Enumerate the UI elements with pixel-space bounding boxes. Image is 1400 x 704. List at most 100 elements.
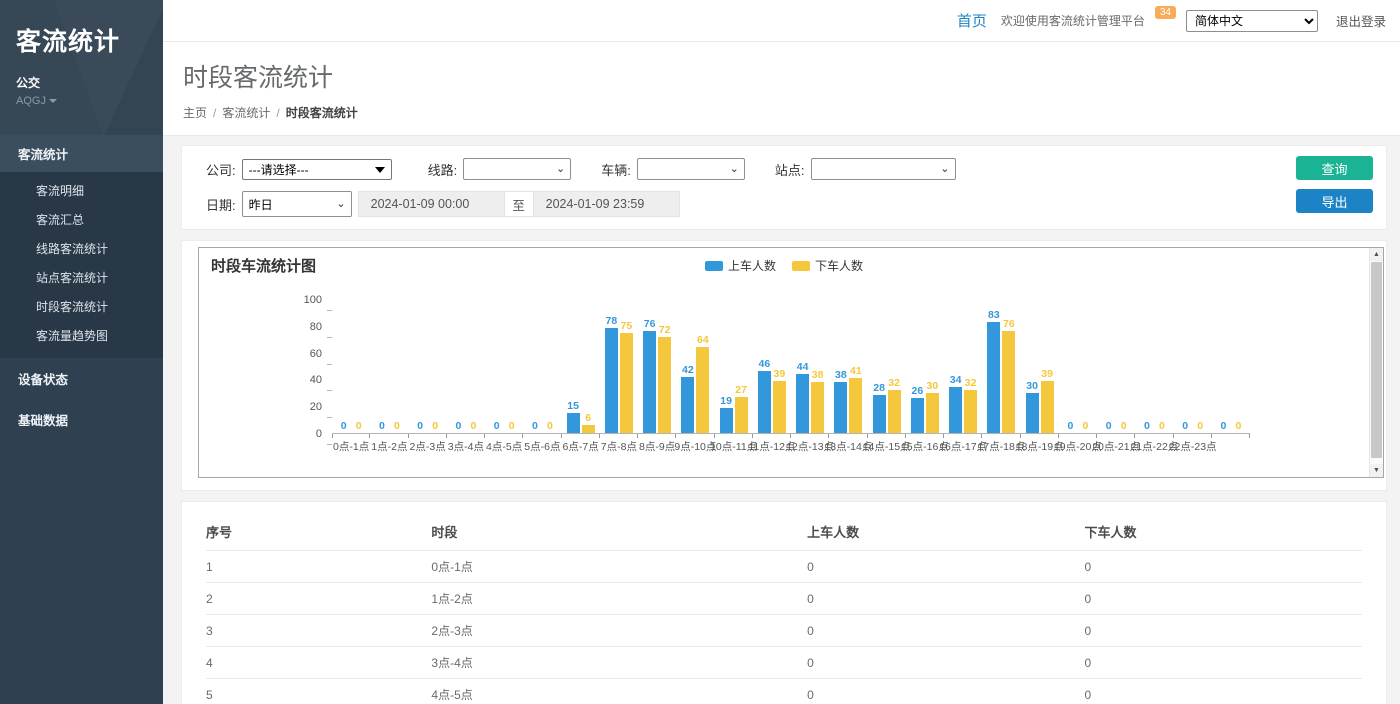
chart-category-18点-19点: 30 39: [1021, 300, 1059, 433]
bar-value-label: 39: [773, 367, 786, 380]
sidebar-item-客流明细[interactable]: 客流明细: [36, 184, 85, 198]
breadcrumb-item-客流统计[interactable]: 客流统计: [222, 106, 271, 120]
bar-下车人数: [581, 424, 595, 433]
sidebar-header: 客流统计 公交 AQGJ: [0, 0, 163, 121]
bar-value-label: 0: [493, 420, 500, 432]
home-link[interactable]: 首页: [956, 13, 987, 30]
bar-上车人数: [796, 374, 810, 433]
x-tick-mark: [944, 434, 983, 438]
scrollbar-thumb[interactable]: [1371, 262, 1382, 458]
dropdown-arrow-icon: [374, 166, 385, 173]
bar-value-label: 41: [850, 365, 862, 378]
bar-value-label: 0: [1197, 420, 1204, 432]
bar-value-label: 19: [720, 394, 732, 407]
x-tick-label: 17点-18点: [977, 441, 1026, 453]
line-select[interactable]: ⌄: [463, 158, 572, 180]
sidebar-item-客流汇总[interactable]: 客流汇总: [36, 213, 85, 227]
company-select[interactable]: ---请选择---: [241, 158, 392, 180]
legend-item-下车人数[interactable]: 下车人数: [792, 257, 863, 274]
org-code-label: AQGJ: [16, 95, 46, 107]
bar-value-label: 78: [605, 315, 618, 328]
bar-value-label: 76: [643, 318, 656, 331]
x-tick-mark: [868, 434, 906, 438]
date-preset-select[interactable]: 昨日 ⌄: [241, 191, 352, 217]
vehicle-select[interactable]: ⌄: [636, 158, 745, 180]
bar-下车人数: [925, 392, 939, 433]
bar-value-label: 75: [620, 319, 633, 332]
date-end-input[interactable]: 2024-01-09 23:59: [532, 191, 680, 217]
sidebar-item-客流量趋势图[interactable]: 客流量趋势图: [36, 329, 109, 343]
line-label: 线路:: [427, 162, 458, 178]
y-tick-mark: [327, 363, 332, 365]
sidebar-section-基础数据[interactable]: 基础数据: [18, 414, 69, 428]
org-selector[interactable]: AQGJ: [16, 95, 147, 107]
y-tick-label: 40: [309, 374, 322, 387]
bar-value-label: 0: [1120, 420, 1127, 432]
bar-value-label: 0: [378, 420, 385, 432]
sidebar-section-设备状态[interactable]: 设备状态: [18, 373, 69, 387]
sidebar-item-线路客流统计[interactable]: 线路客流统计: [36, 242, 109, 256]
chevron-down-icon: ⌄: [940, 163, 950, 175]
language-select[interactable]: 简体中文: [1185, 9, 1318, 32]
breadcrumb-item-主页[interactable]: 主页: [183, 106, 208, 120]
vehicle-label: 车辆:: [601, 162, 631, 178]
chart-category-9点-10点: 42 64: [676, 300, 714, 433]
sidebar-item-站点客流统计[interactable]: 站点客流统计: [36, 271, 109, 285]
sidebar-item-时段客流统计[interactable]: 时段客流统计: [36, 300, 109, 314]
bar-value-label: 32: [888, 377, 900, 390]
scroll-down-icon[interactable]: ▼: [1370, 464, 1383, 477]
chevron-down-icon: [48, 99, 57, 104]
legend-swatch: [792, 260, 810, 271]
query-button[interactable]: 查询: [1296, 156, 1373, 180]
date-start-input[interactable]: 2024-01-09 00:00: [357, 191, 505, 217]
x-tick-mark: [791, 434, 830, 438]
filter-panel: 公司: ---请选择--- 线路: ⌄ 车辆: ⌄ 站点:: [181, 145, 1387, 230]
chart-category-7点-8点: 78 75: [600, 300, 638, 433]
chart-category-10点-11点: 19 27: [715, 300, 753, 433]
chart-plot-area: 0 0 0 0 0 0 0 0 0 0 0 0 15 6 78 75 76 72 42 64 19 27 46 39 44 38 3…: [332, 300, 1250, 454]
company-label: 公司:: [206, 162, 236, 178]
logout-link[interactable]: 退出登录: [1335, 15, 1386, 29]
legend-label: 下车人数: [815, 259, 864, 273]
scroll-up-icon[interactable]: ▲: [1370, 248, 1383, 261]
sidebar-section-客流统计[interactable]: 客流统计: [0, 135, 163, 172]
x-tick-label: 15点-16点: [900, 441, 949, 453]
x-tick-mark: [1212, 434, 1250, 438]
y-tick-mark: [327, 444, 332, 445]
main-area: 首页 欢迎使用客流统计管理平台 34 简体中文 退出登录 时段客流统计 主页 / 客…: [163, 0, 1400, 704]
x-tick-mark: [600, 434, 638, 438]
sidebar: 客流统计 公交 AQGJ 客流统计客流明细客流汇总线路客流统计 站点客流统计 时段客…: [0, 0, 163, 704]
x-tick-mark: [829, 434, 868, 438]
table-cell: 0: [1084, 550, 1362, 583]
bar-上车人数: [719, 407, 733, 433]
export-button[interactable]: 导出: [1296, 189, 1373, 213]
y-tick-label: 60: [309, 347, 322, 360]
table-row: 2 1点-2点 0 0: [206, 582, 1362, 615]
station-label: 站点:: [774, 162, 805, 178]
legend-item-上车人数[interactable]: 上车人数: [704, 257, 776, 274]
bar-value-label: 0: [1182, 420, 1189, 432]
chart-category-11点-12点: 46 39: [753, 300, 791, 433]
bar-value-label: 38: [835, 369, 847, 382]
x-tick-mark: [1097, 434, 1136, 438]
bar-value-label: 30: [926, 379, 939, 392]
station-select[interactable]: ⌄: [810, 158, 956, 180]
table-cell: 0: [1084, 646, 1362, 679]
notification-badge[interactable]: 34: [1154, 6, 1176, 19]
chart-x-labels: 0点-1点 1点-2点 2点-3点 3点-4点 4点-5点 5点-6点 6点-7点 7点-8点…: [332, 439, 1250, 454]
x-tick-label: 8点-9点: [639, 441, 676, 453]
chart-scrollbar[interactable]: ▲ ▼: [1369, 248, 1383, 477]
bar-value-label: 0: [417, 420, 424, 432]
bar-value-label: 27: [735, 383, 747, 396]
table-body: 1 0点-1点 0 0 2 1点-2点 0 0 3 2点-3点 0 0 4 3点-4点 0 0 5 4点-5点 0 0…: [206, 550, 1362, 704]
app-logo: 客流统计: [16, 28, 121, 56]
bar-下车人数: [772, 380, 786, 433]
bar-下车人数: [1002, 331, 1016, 433]
y-tick-label: 80: [309, 320, 322, 333]
chart-category-15点-16点: 26 30: [906, 300, 944, 433]
